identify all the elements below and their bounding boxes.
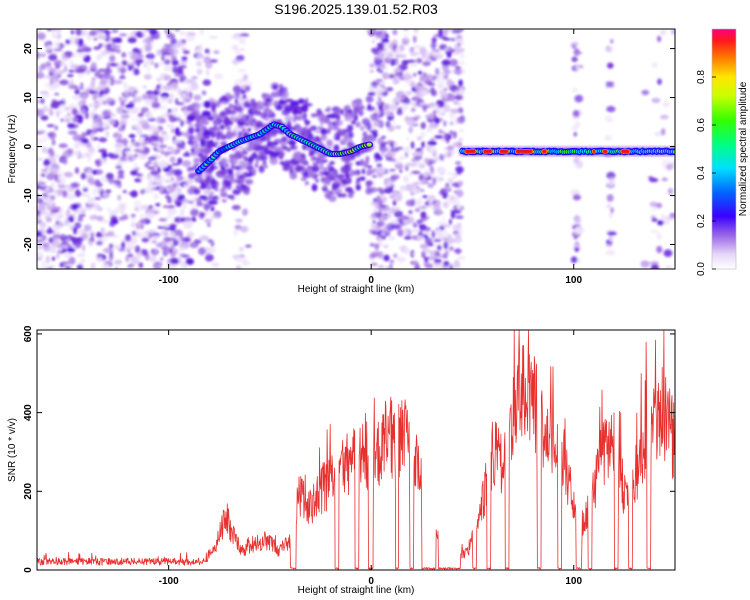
spectrogram-noise (37, 29, 675, 269)
chart-title: S196.2025.139.01.52.R03 (274, 1, 438, 17)
spectrogram-frame (36, 28, 676, 270)
colorbar-tick-label: 0.6 (696, 118, 707, 132)
snr-y-tick-label: 600 (23, 325, 34, 342)
spectrogram-ridge (195, 121, 374, 175)
colorbar-frame (711, 28, 737, 270)
colorbar-tick-label: 0.0 (696, 262, 707, 276)
colorbar-ticks: 0.0 0.2 0.4 0.6 0.8 (696, 70, 716, 276)
snr-x-tick-label: -100 (159, 576, 179, 587)
snr-background (37, 330, 675, 570)
spectrogram-y-tick-label: 0 (23, 143, 34, 149)
snr-y-label: SNR (10 * v/v) (7, 418, 18, 482)
spectrogram-x-tick-label: 0 (368, 275, 374, 286)
snr-y-axis: 0 200 400 600 (23, 325, 675, 573)
spectrogram-y-axis: -20 -10 0 10 20 (23, 43, 675, 252)
colorbar-tick-label: 0.8 (696, 70, 707, 84)
snr-x-tick-label: 0 (368, 576, 374, 587)
spectrogram-x-axis: -100 0 100 (159, 29, 583, 286)
snr-y-tick-label: 400 (23, 404, 34, 421)
spectrogram-x-tick-label: 100 (565, 275, 582, 286)
spectrogram-y-label: Frequency (Hz) (7, 115, 18, 184)
spectrogram-y-tick-label: 20 (23, 43, 34, 55)
snr-series-line (37, 330, 675, 570)
spectrogram-steady-band (459, 146, 675, 157)
snr-panel: -100 0 100 0 200 400 600 Height of straight l… (7, 325, 676, 596)
spectrogram-heatmap (37, 29, 675, 269)
snr-y-tick-label: 0 (23, 567, 34, 573)
snr-y-tick-label: 200 (23, 483, 34, 500)
spectrogram-x-tick-label: -100 (159, 275, 179, 286)
colorbar-tick-label: 0.2 (696, 214, 707, 228)
spectrogram-y-tick-label: 10 (23, 92, 34, 104)
snr-x-label: Height of straight line (km) (298, 585, 415, 596)
snr-x-axis: -100 0 100 (159, 330, 583, 587)
spectrogram-y-tick-label: -20 (23, 237, 34, 252)
spectrogram-ridge-cloud (186, 82, 376, 220)
colorbar-label: Normalized spectral amplitude (738, 81, 749, 216)
colorbar-gradient (712, 29, 736, 269)
snr-frame (36, 329, 676, 571)
spectrogram-x-label: Height of straight line (km) (298, 284, 415, 295)
colorbar: 0.0 0.2 0.4 0.6 0.8 Normalized spectral ampl… (696, 28, 749, 276)
colorbar-tick-label: 0.4 (696, 166, 707, 180)
snr-x-tick-label: 100 (565, 576, 582, 587)
spectrogram-y-tick-label: -10 (23, 188, 34, 203)
